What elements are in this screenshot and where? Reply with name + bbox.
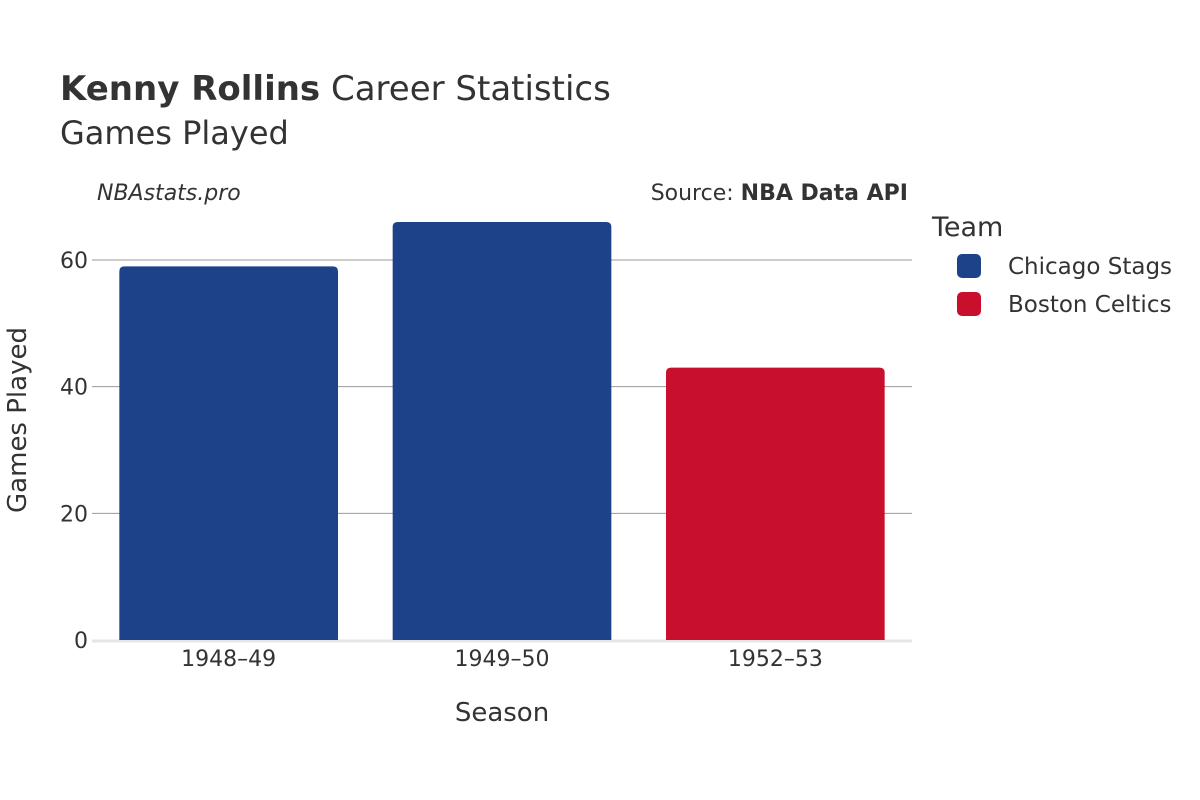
bar-1948–49[interactable] [119,266,338,640]
legend-label[interactable]: Chicago Stags [1008,254,1172,280]
player-name: Kenny Rollins [60,69,320,109]
source-text: Source: NBA Data API [651,181,908,206]
watermark-text: NBAstats.pro [97,181,241,206]
x-axis-ticks: 1948–49 1949–50 1952–53 [181,647,823,672]
y-tick-label: 60 [60,249,88,274]
x-axis-title: Season [455,698,549,728]
legend-label[interactable]: Boston Celtics [1008,292,1171,318]
source-name: NBA Data API [741,181,908,206]
x-tick-label: 1952–53 [728,647,823,672]
chart-subtitle: Games Played [60,114,289,152]
y-axis-title: Games Played [3,327,33,513]
y-tick-label: 20 [60,502,88,527]
legend-swatch [957,292,981,316]
title-rest: Career Statistics [320,69,611,109]
y-tick-label: 40 [60,376,88,401]
legend-swatch [957,254,981,278]
x-tick-label: 1949–50 [455,647,550,672]
y-axis-ticks: 0 20 40 60 [60,249,88,654]
legend: Team Chicago Stags Boston Celtics [931,212,1172,318]
legend-title: Team [931,212,1003,243]
chart-title: Kenny Rollins Career Statistics [60,69,611,109]
x-tick-label: 1948–49 [181,647,276,672]
bar-1952–53[interactable] [666,367,885,640]
bars [119,222,885,640]
source-prefix: Source: [651,181,741,206]
y-tick-label: 0 [74,629,88,654]
bar-1949–50[interactable] [392,222,612,640]
